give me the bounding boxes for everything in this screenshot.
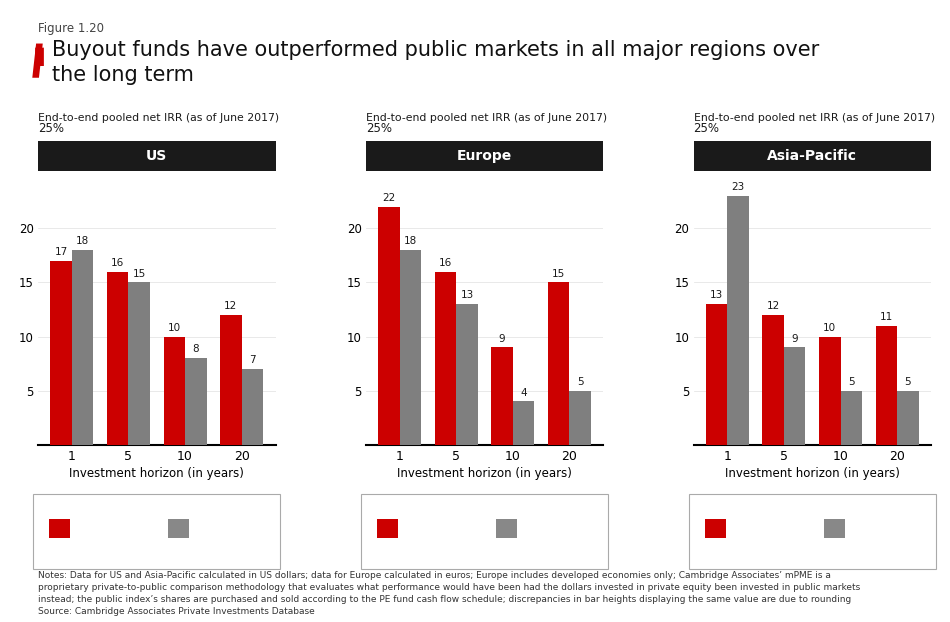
Bar (728, 196, 749, 445)
Text: 5: 5 (577, 377, 583, 387)
Text: Europe: Europe (457, 149, 512, 163)
Text: 10: 10 (824, 323, 836, 333)
Bar (513, 401, 534, 445)
Bar (548, 282, 569, 445)
Text: 9: 9 (499, 333, 505, 343)
Bar (128, 282, 150, 445)
Text: 11: 11 (880, 312, 893, 322)
Text: 25%: 25% (694, 122, 719, 135)
Bar (819, 337, 841, 445)
Text: End-to-end pooled net IRR (as of June 2017): End-to-end pooled net IRR (as of June 20… (366, 113, 607, 123)
Bar (841, 391, 862, 445)
Text: Developed Europe
buyout funds: Developed Europe buyout funds (403, 520, 504, 542)
Text: 18: 18 (76, 236, 89, 246)
Bar (185, 358, 206, 445)
Bar (107, 272, 128, 445)
Text: 22: 22 (382, 193, 395, 203)
Text: ▮: ▮ (33, 44, 47, 68)
Text: 13: 13 (710, 290, 723, 300)
Text: Buyout funds have outperformed public markets in all major regions over: Buyout funds have outperformed public ma… (52, 40, 820, 60)
Text: 16: 16 (111, 258, 124, 268)
Text: the long term: the long term (52, 65, 194, 85)
Text: 12: 12 (224, 301, 238, 311)
Bar (72, 250, 93, 445)
Text: Asia-Pacific: Asia-Pacific (768, 149, 857, 163)
Text: End-to-end pooled net IRR (as of June 2017): End-to-end pooled net IRR (as of June 20… (38, 113, 279, 123)
Text: 10: 10 (168, 323, 180, 333)
Bar (378, 207, 400, 445)
Text: MSCI AC Asia-
Pacific mPME: MSCI AC Asia- Pacific mPME (849, 520, 925, 542)
Text: End-to-end pooled net IRR (as of June 2017): End-to-end pooled net IRR (as of June 20… (694, 113, 935, 123)
Bar (706, 304, 728, 445)
X-axis label: Investment horizon (in years): Investment horizon (in years) (397, 466, 572, 480)
Bar (241, 369, 263, 445)
Text: 18: 18 (404, 236, 417, 246)
Bar (50, 261, 72, 445)
Bar (897, 391, 919, 445)
Text: US buyout funds: US buyout funds (75, 526, 165, 536)
Text: 17: 17 (54, 247, 67, 257)
Text: US: US (146, 149, 167, 163)
Bar (763, 315, 784, 445)
Text: 15: 15 (133, 269, 146, 279)
Text: 4: 4 (521, 388, 527, 397)
Bar (220, 315, 241, 445)
Text: 25%: 25% (366, 122, 391, 135)
Text: 9: 9 (791, 333, 798, 343)
Bar (569, 391, 591, 445)
Text: Figure 1.20: Figure 1.20 (38, 22, 104, 35)
Text: MSCI Europe
mPME: MSCI Europe mPME (522, 520, 591, 542)
Text: 8: 8 (193, 345, 200, 355)
Text: 5: 5 (848, 377, 855, 387)
Text: 13: 13 (461, 290, 474, 300)
Bar (491, 347, 513, 445)
Text: 25%: 25% (38, 122, 64, 135)
Bar (784, 347, 806, 445)
Text: 23: 23 (732, 182, 745, 192)
Bar (456, 304, 478, 445)
Text: 15: 15 (552, 269, 565, 279)
Bar (400, 250, 421, 445)
Text: 5: 5 (904, 377, 911, 387)
Text: Notes: Data for US and Asia-Pacific calculated in US dollars; data for Europe ca: Notes: Data for US and Asia-Pacific calc… (38, 571, 861, 616)
Text: 16: 16 (439, 258, 452, 268)
Bar (163, 337, 185, 445)
X-axis label: Investment horizon (in years): Investment horizon (in years) (69, 466, 244, 480)
Text: 7: 7 (249, 355, 256, 365)
Bar (876, 326, 897, 445)
Text: Asia-Pacific buyout
and growth funds: Asia-Pacific buyout and growth funds (731, 520, 833, 542)
X-axis label: Investment horizon (in years): Investment horizon (in years) (725, 466, 900, 480)
Text: 12: 12 (767, 301, 780, 311)
Text: S&P 500
mPME: S&P 500 mPME (194, 520, 240, 542)
Bar (435, 272, 456, 445)
